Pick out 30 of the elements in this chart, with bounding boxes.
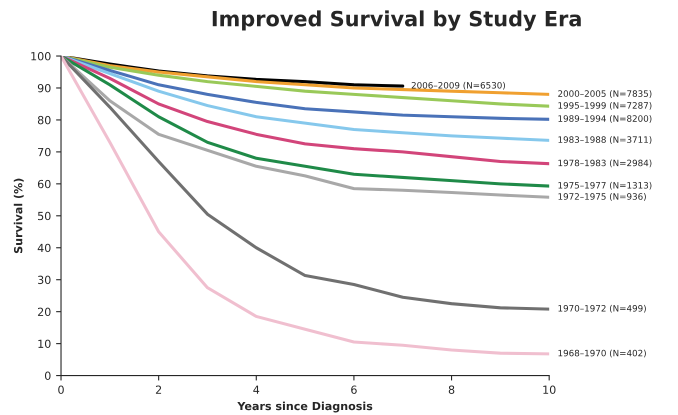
y-tick-label: 80 bbox=[38, 116, 51, 124]
y-tick-label: 0 bbox=[44, 372, 51, 380]
x-axis-title: Years since Diagnosis bbox=[237, 402, 372, 412]
y-tick-label: 60 bbox=[38, 180, 51, 188]
series-label: 1972–1975 (N=936) bbox=[558, 193, 646, 201]
series-label: 1978–1983 (N=2984) bbox=[558, 159, 652, 168]
series-label: 1970–1972 (N=499) bbox=[558, 304, 646, 313]
y-axis-title: Survival (%) bbox=[14, 178, 24, 254]
series-label: 1975–1977 (N=1313) bbox=[558, 182, 652, 190]
y-tick-label: 20 bbox=[38, 308, 51, 316]
x-tick-label: 4 bbox=[253, 386, 260, 394]
y-tick-label: 30 bbox=[38, 276, 51, 284]
series-label: 1983–1988 (N=3711) bbox=[558, 136, 652, 144]
x-tick-label: 10 bbox=[543, 385, 556, 394]
series-label: 1968–1970 (N=402) bbox=[558, 350, 646, 358]
y-tick-label: 10 bbox=[38, 340, 51, 348]
y-tick-label: 50 bbox=[38, 212, 51, 220]
y-tick-label: 90 bbox=[38, 84, 51, 92]
series-label: 2006–2009 (N=6530) bbox=[412, 82, 505, 90]
x-tick-label: 0 bbox=[58, 385, 64, 394]
series-label: 1995–1999 (N=7287) bbox=[558, 102, 652, 110]
y-tick-label: 70 bbox=[38, 148, 51, 156]
series-label: 1989–1994 (N=8200) bbox=[558, 115, 652, 123]
chart-title: Improved Survival by Study Era bbox=[212, 10, 581, 31]
x-tick-label: 6 bbox=[351, 385, 357, 394]
y-tick-label: 40 bbox=[38, 244, 51, 252]
series-label: 2000–2005 (N=7835) bbox=[558, 90, 652, 98]
x-tick-label: 2 bbox=[156, 385, 162, 394]
x-tick-label: 8 bbox=[448, 385, 454, 394]
y-tick-label: 100 bbox=[31, 52, 51, 60]
